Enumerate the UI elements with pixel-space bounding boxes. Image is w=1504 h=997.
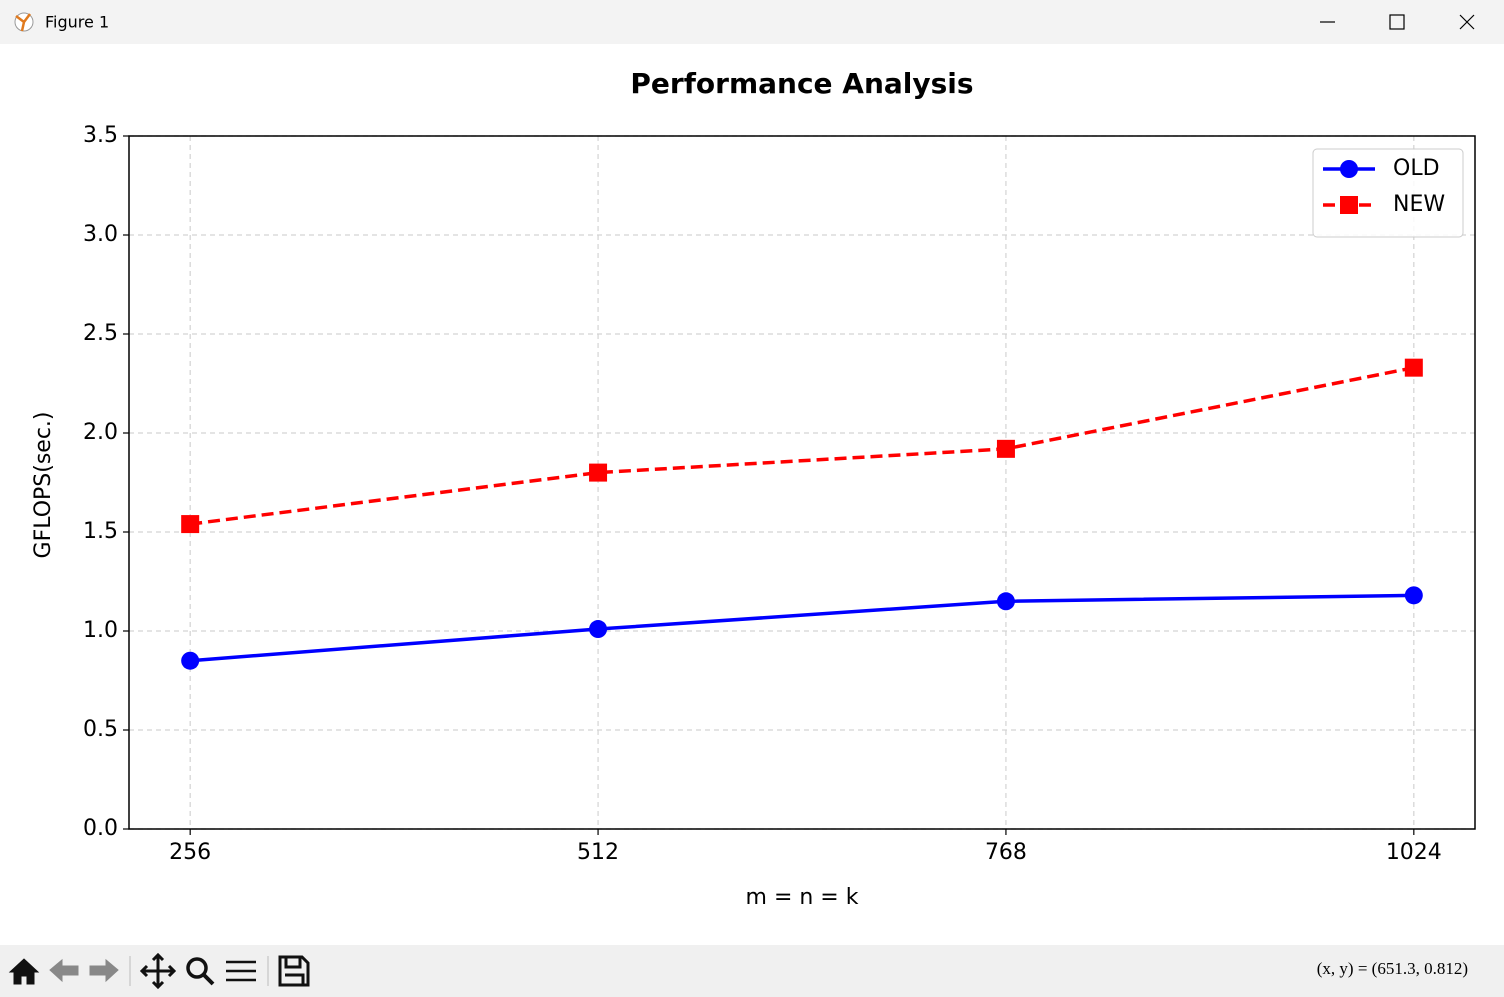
maximize-button[interactable] xyxy=(1389,14,1405,30)
x-tick-label: 512 xyxy=(577,840,619,865)
title-bar xyxy=(0,0,1504,44)
toolbar-icons xyxy=(8,952,310,990)
data-point xyxy=(181,515,200,534)
y-tick-label: 0.5 xyxy=(83,717,118,742)
y-tick-label: 1.5 xyxy=(83,519,118,544)
close-button[interactable] xyxy=(1459,14,1475,30)
series-line xyxy=(189,365,1415,526)
y-tick-label: 3.5 xyxy=(83,123,118,148)
back-button[interactable] xyxy=(49,958,79,983)
plot-frame xyxy=(128,135,1476,830)
x-tick-label: 256 xyxy=(169,840,211,865)
legend-label: NEW xyxy=(1393,192,1445,217)
forward-button[interactable] xyxy=(89,958,119,983)
zoom-button[interactable] xyxy=(186,957,208,979)
chart-title: Performance Analysis xyxy=(630,67,973,100)
data-point xyxy=(996,592,1015,611)
x-tick-label: 1024 xyxy=(1386,840,1442,865)
configure-button[interactable] xyxy=(226,960,256,982)
x-axis-label: m = n = k xyxy=(746,885,859,910)
data-point xyxy=(1404,586,1423,605)
legend-marker xyxy=(1340,196,1358,214)
toolbar xyxy=(0,945,1504,997)
window-title: Figure 1 xyxy=(45,13,109,32)
legend-label: OLD xyxy=(1393,156,1440,181)
app-icon xyxy=(14,12,34,32)
data-point xyxy=(589,463,608,482)
cursor-status: (x, y) = (651.3, 0.812) xyxy=(1317,959,1468,978)
y-tick-label: 1.0 xyxy=(83,618,118,643)
zoom-handle xyxy=(202,973,215,986)
home-button[interactable] xyxy=(8,958,40,985)
data-point xyxy=(1404,358,1423,377)
x-tick-label: 768 xyxy=(985,840,1027,865)
pan-button[interactable] xyxy=(139,952,177,990)
y-tick-label: 2.5 xyxy=(83,321,118,346)
data-point xyxy=(996,439,1015,458)
y-tick-label: 2.0 xyxy=(83,420,118,445)
y-tick-label: 0.0 xyxy=(83,816,118,841)
legend: OLD NEW xyxy=(1312,148,1464,238)
y-axis-label: GFLOPS(sec.) xyxy=(31,412,56,559)
series-line xyxy=(190,593,1414,663)
y-tick-label: 3.0 xyxy=(83,222,118,247)
data-point xyxy=(589,620,608,639)
legend-marker xyxy=(1340,160,1358,178)
save-button[interactable] xyxy=(278,955,310,987)
data-point xyxy=(181,651,200,670)
